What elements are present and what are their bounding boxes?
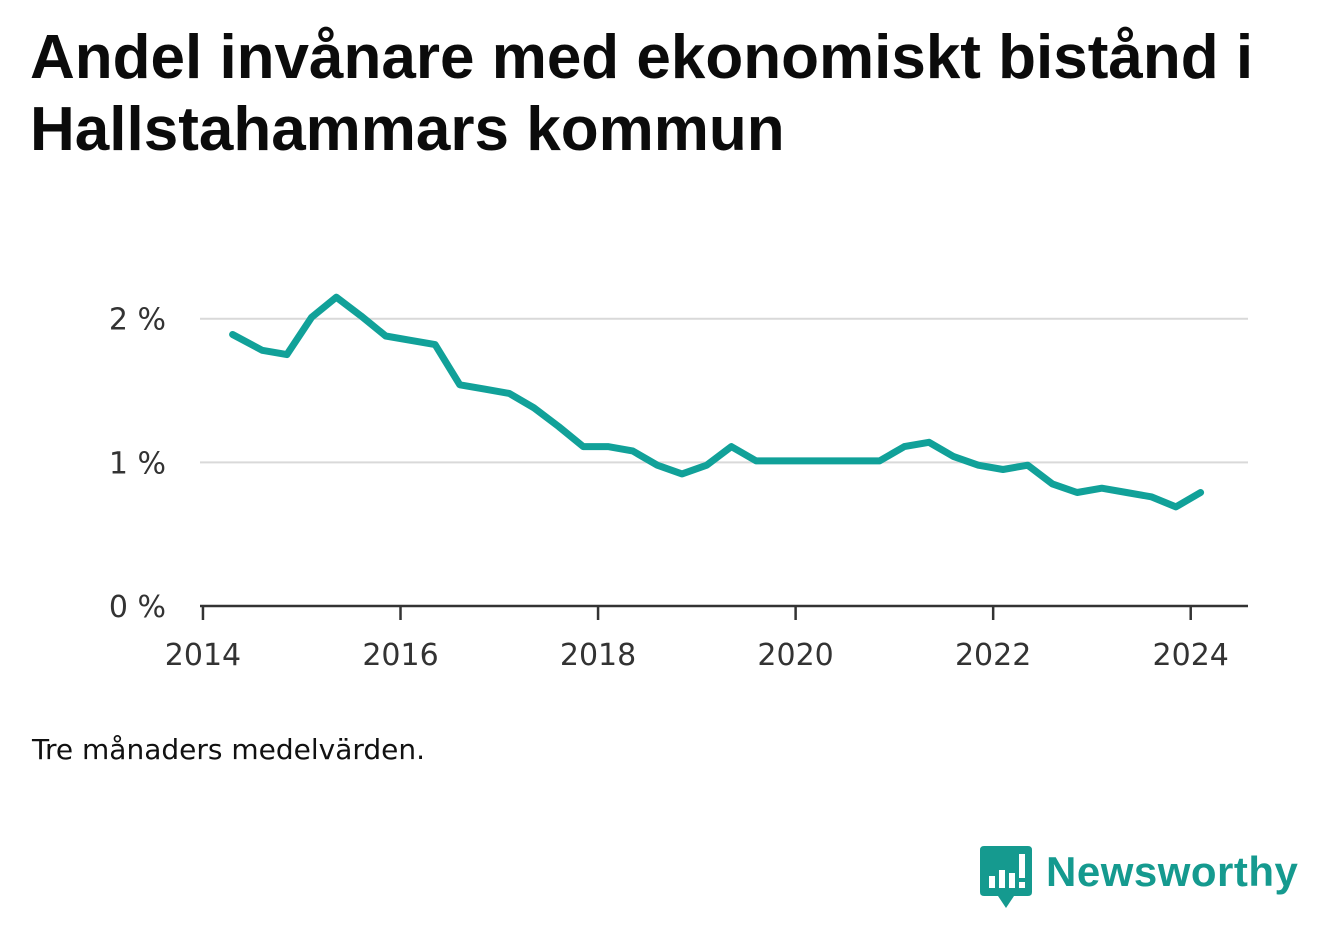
y-tick-labels: 0 % 1 % 2 % — [109, 303, 166, 625]
newsworthy-logo-icon — [980, 846, 1032, 908]
x-tick-labels: 2014 2016 2018 2020 2022 2024 — [165, 638, 1229, 673]
x-axis — [200, 604, 1248, 620]
y-tick-label: 0 % — [109, 590, 166, 625]
x-tick-label: 2016 — [362, 638, 438, 673]
y-tick-label: 1 % — [109, 446, 166, 481]
x-tick-label: 2020 — [757, 638, 833, 673]
x-tick-label: 2022 — [955, 638, 1031, 673]
series-line — [229, 293, 1205, 511]
gridlines — [200, 317, 1248, 464]
chart-note: Tre månaders medelvärden. — [32, 733, 426, 766]
x-tick-label: 2018 — [560, 638, 636, 673]
data-series — [229, 293, 1205, 511]
line-chart: 0 % 1 % 2 % 2014 2016 2018 2020 2022 2024 — [109, 293, 1248, 673]
brand-logo[interactable]: Newsworthy — [980, 846, 1298, 912]
x-tick-label: 2014 — [165, 638, 241, 673]
brand-name: Newsworthy — [1046, 848, 1299, 895]
chart-title: Andel invånare med ekonomiskt bistånd i … — [30, 23, 1254, 164]
x-tick-label: 2024 — [1153, 638, 1229, 673]
y-tick-label: 2 % — [109, 303, 166, 338]
